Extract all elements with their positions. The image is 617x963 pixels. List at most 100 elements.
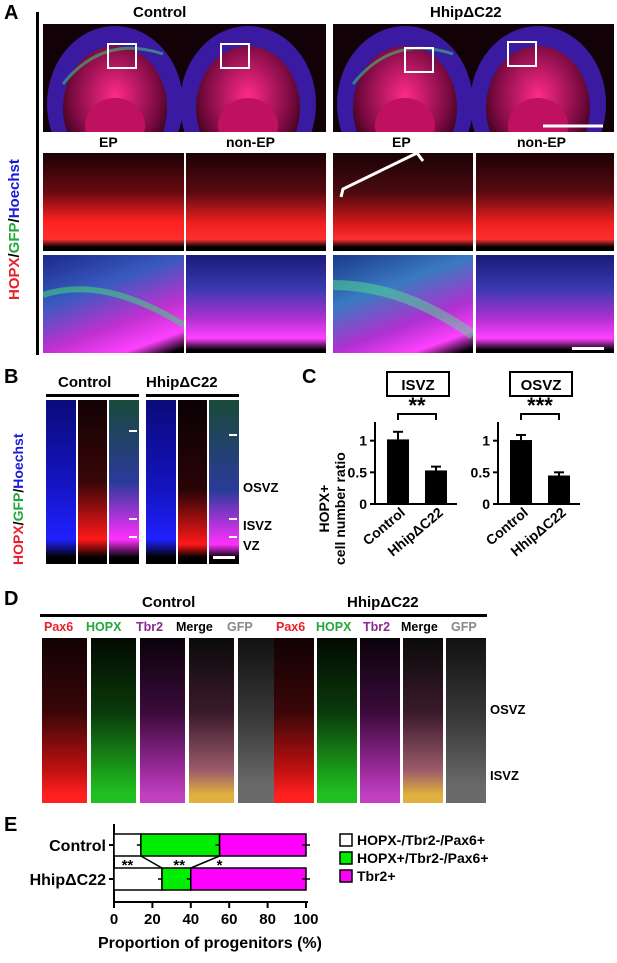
panel-e-connector — [140, 855, 163, 869]
panel-b-mutant-title: HhipΔC22 — [146, 374, 218, 391]
panel-c-sig-bracket — [520, 413, 560, 420]
panel-e-chart: Control HhipΔC22 ** ** * 0 20 40 60 80 100 Proporti… — [0, 820, 617, 958]
panel-e-category-label: Control — [49, 838, 106, 855]
panel-e-category-label: HhipΔC22 — [30, 872, 107, 889]
panel-d-pax6-image — [42, 638, 87, 803]
panel-e-legend-swatch — [339, 851, 353, 865]
panel-b-control-red-image — [78, 400, 107, 564]
panel-c-bar-charts-svg: ISVZ00.51ControlHhipΔC22**OSVZ00.51Contr… — [348, 371, 580, 559]
panel-e-x-tick-label: 40 — [182, 911, 199, 928]
panel-e-legend-label: HOPX+/Tbr2-/Pax6+ — [357, 850, 489, 866]
panel-a-mutant-ep-label: EP — [392, 134, 411, 150]
panel-c-title-isvz: ISVZ — [401, 377, 434, 394]
panel-c-sig-label: ** — [408, 393, 426, 418]
panel-d-hopx-image — [91, 638, 136, 803]
panel-e-sig-label: * — [217, 857, 223, 874]
panel-c-bar-2 — [548, 475, 570, 504]
panel-c-bar-1 — [387, 439, 409, 504]
panel-d-osvz-label: OSVZ — [490, 702, 526, 717]
panel-a-mutant-ep-merge-image — [333, 255, 473, 353]
panel-d-control-title: Control — [142, 594, 196, 611]
panel-d-channel-label-pax6: Pax6 — [44, 620, 74, 634]
panel-e-x-axis-title: Proportion of progenitors (%) — [98, 935, 322, 952]
panel-d-channel-label-tbr2: Tbr2 — [136, 620, 164, 634]
panel-a-label: A — [4, 2, 19, 24]
panel-b-control-merge-image — [109, 400, 139, 564]
panel-c-sig-label: *** — [527, 393, 553, 418]
panel-d-mutant-channel-labels: Pax6 HOPX Tbr2 Merge GFP — [276, 620, 496, 638]
panel-b-label: B — [4, 366, 19, 388]
panel-a-scale-bar — [572, 347, 604, 350]
panel-a-control-nonep-merge-image — [186, 255, 326, 353]
panel-d-pax6-image — [274, 638, 314, 803]
panel-b-mutant-merge-image — [209, 400, 239, 564]
panel-d-merge-image — [189, 638, 234, 803]
panel-a-mutant-title: HhipΔC22 — [430, 4, 502, 21]
panel-a-mutant-ep-red-image — [333, 153, 473, 251]
panel-e-legend-label: Tbr2+ — [357, 868, 396, 884]
panel-c-y-tick-label: 1 — [482, 433, 490, 449]
panel-e-legend-swatch — [339, 869, 353, 883]
panel-e-connector — [190, 855, 220, 869]
panel-a-control-nonep-red-image — [186, 153, 326, 251]
panel-d-mutant-bar — [272, 614, 487, 617]
panel-c-title-box — [386, 371, 450, 397]
panel-b-control-bar — [46, 394, 139, 397]
panel-c-y-tick-label: 0 — [482, 496, 490, 512]
panel-e-sig-label: ** — [173, 857, 185, 874]
panel-d-channel-label-tbr2: Tbr2 — [363, 620, 391, 634]
panel-d-hopx-image — [317, 638, 357, 803]
panel-a-mutant-brain-image — [333, 24, 614, 132]
panel-c-y-tick-label: 1 — [359, 433, 367, 449]
panel-e-x-tick-label: 100 — [293, 911, 318, 928]
panel-e-x-tick-label: 0 — [110, 911, 118, 928]
panel-e-legend-swatch — [339, 833, 353, 847]
panel-d-control-images — [42, 638, 287, 803]
panel-a-control-brain-image — [43, 24, 326, 132]
panel-c-y-tick-label: 0 — [359, 496, 367, 512]
panel-d-channel-label-pax6: Pax6 — [276, 620, 306, 634]
panel-d-control-bar — [40, 614, 285, 617]
panel-a-control-ep-red-image — [43, 153, 184, 251]
panel-e-bar-segment — [218, 833, 307, 857]
panel-a-mutant-nonep-label: non-EP — [517, 134, 566, 150]
panel-d-channel-label-hopx: HOPX — [316, 620, 352, 634]
panel-b-control-title: Control — [58, 374, 112, 391]
panel-e-x-tick-label: 80 — [259, 911, 276, 928]
panel-d-gfp-image — [446, 638, 486, 803]
panel-b-vz-label: VZ — [243, 538, 260, 553]
panel-a-control-ep-merge-image — [43, 255, 184, 353]
panel-b-osvz-label: OSVZ — [243, 480, 279, 495]
panel-d-channel-label-merge: Merge — [401, 620, 438, 634]
panel-b-control-blue-image — [46, 400, 76, 564]
panel-e-bar-segment — [190, 867, 307, 891]
panel-a-mutant-nonep-merge-image — [476, 255, 614, 353]
panel-d-mutant-title: HhipΔC22 — [347, 594, 419, 611]
panel-a-stain-label: HOPX/GFP/Hoechst — [6, 159, 23, 300]
panel-d-tbr2-image — [360, 638, 400, 803]
panel-b-mutant-red-image — [178, 400, 207, 564]
panel-b-isvz-label: ISVZ — [243, 518, 272, 533]
panel-c-y-tick-label: 0.5 — [348, 464, 368, 480]
panel-d-merge-image — [403, 638, 443, 803]
panel-a-control-ep-label: EP — [99, 134, 118, 150]
panel-d-label: D — [4, 588, 19, 610]
panel-c-label: C — [302, 366, 317, 388]
panel-c-bar-1 — [510, 440, 532, 504]
panel-d-channel-label-gfp: GFP — [451, 620, 477, 634]
panel-a-control-nonep-label: non-EP — [226, 134, 275, 150]
panel-d-channel-label-hopx: HOPX — [86, 620, 122, 634]
panel-e-label: E — [4, 814, 18, 836]
panel-b-mutant-blue-image — [146, 400, 176, 564]
panel-e-x-tick-label: 60 — [221, 911, 238, 928]
panel-c-sig-bracket — [397, 413, 437, 420]
panel-e-sig-label: ** — [122, 857, 134, 874]
panel-d-isvz-label: ISVZ — [490, 768, 519, 783]
panel-c-bar-2 — [425, 470, 447, 504]
panel-e-bar-segment — [140, 833, 221, 857]
panel-a-control-title: Control — [133, 4, 187, 21]
panel-e-bar-segment — [113, 833, 142, 857]
